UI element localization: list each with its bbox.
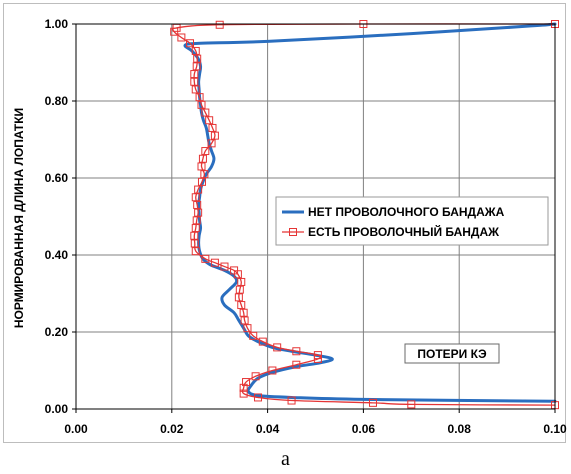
series-1-point-42 — [201, 147, 210, 156]
series-1-point-20 — [237, 301, 246, 310]
series-1-point-43 — [207, 139, 216, 148]
x-tick-label-0: 0.00 — [64, 422, 88, 436]
series-1-point-44 — [210, 131, 219, 140]
series-1-point-14 — [273, 343, 282, 352]
series-1-point-27 — [210, 258, 219, 267]
series-1-point-49 — [195, 93, 204, 102]
series-1-point-40 — [197, 162, 206, 171]
x-tick-label-3: 0.06 — [352, 422, 376, 436]
series-1-point-21 — [234, 293, 243, 302]
series-1-point-55 — [191, 46, 200, 55]
legend-marker-with-bandage — [289, 228, 297, 236]
series-1-point-5 — [239, 389, 248, 398]
series-1-point-16 — [249, 331, 258, 340]
series-line-0 — [183, 22, 557, 403]
series-1-point-15 — [258, 337, 267, 346]
series-1-point-39 — [200, 170, 209, 179]
plot-area-border — [75, 23, 556, 410]
series-1-point-32 — [191, 224, 200, 233]
series-1-point-50 — [191, 85, 200, 94]
y-tick-label-1: 0.20 — [45, 325, 69, 339]
y-tick-label-0: 0.00 — [45, 402, 69, 416]
axis-layer: 0.00 0.02 0.04 0.06 0.08 0.10 0.00 0.20 0.40 0.60… — [45, 17, 567, 436]
annotation-text: ПОТЕРИ КЭ — [417, 347, 487, 361]
series-1-point-26 — [220, 262, 229, 271]
series-1-point-38 — [197, 177, 206, 186]
series-1-point-29 — [191, 247, 200, 256]
series-1-point-1 — [407, 400, 416, 409]
annotation-ke-losses: ПОТЕРИ КЭ — [404, 343, 500, 364]
series-1-point-22 — [235, 285, 244, 294]
series-1-point-18 — [240, 316, 249, 325]
legend-label-no-bandage: НЕТ ПРОВОЛОЧНОГО БАНДАЖА — [308, 205, 505, 219]
series-1-point-60 — [215, 20, 224, 29]
x-tick-label-2: 0.04 — [256, 422, 280, 436]
y-tick-label-4: 0.80 — [45, 94, 69, 108]
series-1-point-8 — [251, 372, 260, 381]
y-axis-label: НОРМИРОВАННАЯ ДЛИНА ЛОПАТКИ — [12, 108, 26, 328]
series-layer — [170, 20, 559, 410]
y-tick-label-5: 1.00 — [45, 17, 69, 31]
legend-label-with-bandage: ЕСТЬ ПРОВОЛОЧНЫЙ БАНДАЖ — [308, 224, 499, 239]
x-tick-label-4: 0.08 — [448, 422, 472, 436]
series-1-point-13 — [292, 347, 301, 356]
series-1-point-36 — [191, 193, 200, 202]
series-1-point-53 — [192, 62, 201, 71]
series-1-point-41 — [198, 154, 207, 163]
series-1-point-9 — [268, 366, 277, 375]
series-1-point-35 — [193, 200, 202, 209]
series-1-point-30 — [190, 239, 199, 248]
series-1-point-19 — [239, 308, 248, 317]
series-1-point-7 — [242, 378, 251, 387]
series-1-point-37 — [194, 185, 203, 194]
series-1-point-3 — [287, 396, 296, 405]
series-1-point-57 — [177, 33, 186, 42]
series-1-point-25 — [230, 266, 239, 275]
legend-box — [275, 196, 549, 246]
series-1-point-51 — [190, 77, 199, 86]
annotation-box — [404, 343, 500, 364]
legend: НЕТ ПРОВОЛОЧНОГО БАНДАЖА ЕСТЬ ПРОВОЛОЧНЫ… — [275, 196, 549, 246]
series-1-point-31 — [190, 231, 199, 240]
series-1-point-4 — [254, 393, 263, 402]
figure-caption: а — [281, 448, 290, 470]
series-1-point-10 — [292, 360, 301, 369]
series-1-point-54 — [193, 54, 202, 63]
series-1-point-2 — [368, 398, 377, 407]
series-1-point-56 — [186, 39, 194, 48]
series-1-point-34 — [194, 208, 203, 217]
x-tick-label-5: 0.10 — [543, 422, 567, 436]
y-tick-label-2: 0.40 — [45, 248, 69, 262]
series-1-point-23 — [237, 277, 246, 286]
series-1-point-47 — [201, 108, 210, 117]
x-tick-label-1: 0.02 — [160, 422, 184, 436]
series-1-point-46 — [205, 116, 214, 125]
series-1-point-17 — [243, 324, 252, 333]
series-1-point-28 — [201, 254, 210, 263]
series-1-point-45 — [208, 123, 217, 132]
series-1-point-48 — [197, 100, 206, 109]
series-1-point-6 — [239, 383, 248, 392]
series-1-point-52 — [190, 70, 199, 79]
y-tick-label-3: 0.60 — [45, 171, 69, 185]
series-1-point-12 — [313, 351, 322, 360]
series-line-1 — [171, 23, 556, 406]
series-1-point-33 — [192, 216, 201, 225]
